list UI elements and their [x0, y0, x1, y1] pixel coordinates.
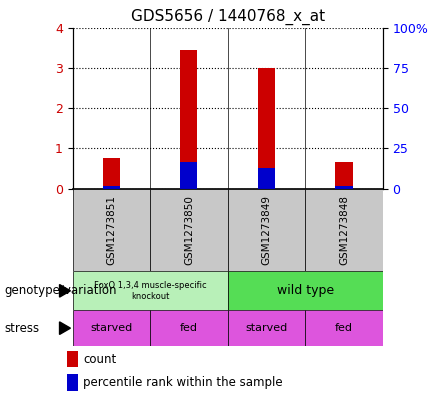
Bar	[258, 68, 275, 189]
Bar	[150, 189, 228, 271]
Text: stress: stress	[4, 321, 40, 335]
Text: percentile rank within the sample: percentile rank within the sample	[83, 376, 282, 389]
Bar	[180, 162, 198, 189]
Bar	[67, 374, 78, 391]
Text: starved: starved	[246, 323, 288, 333]
Text: fed: fed	[180, 323, 198, 333]
Bar	[73, 189, 150, 271]
Text: count: count	[83, 353, 116, 365]
Bar	[150, 310, 228, 346]
Bar	[228, 271, 383, 310]
Bar	[180, 50, 198, 189]
Text: GSM1273849: GSM1273849	[261, 195, 271, 265]
Text: starved: starved	[90, 323, 132, 333]
Bar	[73, 310, 150, 346]
Bar	[335, 186, 352, 189]
Bar	[335, 162, 352, 189]
Bar	[73, 271, 228, 310]
Bar	[67, 351, 78, 367]
Text: wild type: wild type	[277, 284, 334, 298]
Bar	[258, 169, 275, 189]
Polygon shape	[59, 322, 70, 334]
Text: GSM1273850: GSM1273850	[184, 195, 194, 265]
Text: GSM1273848: GSM1273848	[339, 195, 349, 265]
Text: fed: fed	[335, 323, 353, 333]
Text: FoxO 1,3,4 muscle-specific
knockout: FoxO 1,3,4 muscle-specific knockout	[94, 281, 206, 301]
Bar	[305, 310, 383, 346]
Text: GSM1273851: GSM1273851	[106, 195, 116, 265]
Bar	[305, 189, 383, 271]
Text: genotype/variation: genotype/variation	[4, 284, 117, 298]
Bar	[228, 189, 305, 271]
Title: GDS5656 / 1440768_x_at: GDS5656 / 1440768_x_at	[131, 9, 325, 25]
Polygon shape	[59, 285, 70, 297]
Bar	[103, 186, 120, 189]
Bar	[228, 310, 305, 346]
Bar	[103, 158, 120, 189]
